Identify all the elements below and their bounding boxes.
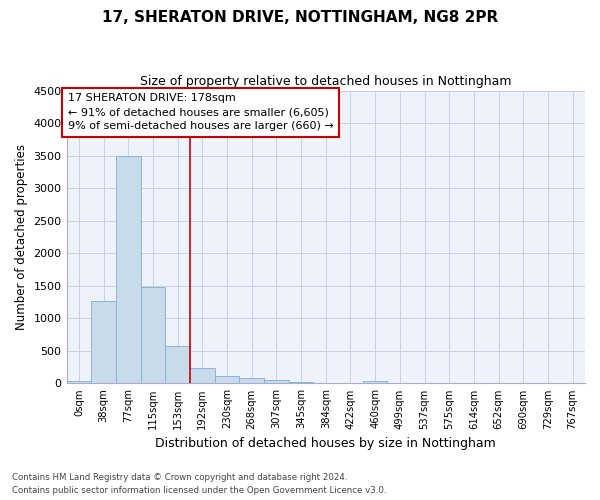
- Bar: [289, 382, 313, 384]
- X-axis label: Distribution of detached houses by size in Nottingham: Distribution of detached houses by size …: [155, 437, 496, 450]
- Bar: [215, 376, 239, 384]
- Bar: [67, 381, 91, 384]
- Bar: [190, 368, 215, 384]
- Title: Size of property relative to detached houses in Nottingham: Size of property relative to detached ho…: [140, 75, 512, 88]
- Text: 17 SHERATON DRIVE: 178sqm
← 91% of detached houses are smaller (6,605)
9% of sem: 17 SHERATON DRIVE: 178sqm ← 91% of detac…: [68, 93, 334, 131]
- Bar: [264, 380, 289, 384]
- Y-axis label: Number of detached properties: Number of detached properties: [15, 144, 28, 330]
- Text: Contains HM Land Registry data © Crown copyright and database right 2024.
Contai: Contains HM Land Registry data © Crown c…: [12, 474, 386, 495]
- Bar: [116, 156, 140, 384]
- Bar: [165, 346, 190, 384]
- Bar: [239, 378, 264, 384]
- Text: 17, SHERATON DRIVE, NOTTINGHAM, NG8 2PR: 17, SHERATON DRIVE, NOTTINGHAM, NG8 2PR: [102, 10, 498, 25]
- Bar: [140, 287, 165, 384]
- Bar: [91, 301, 116, 384]
- Bar: [363, 381, 388, 384]
